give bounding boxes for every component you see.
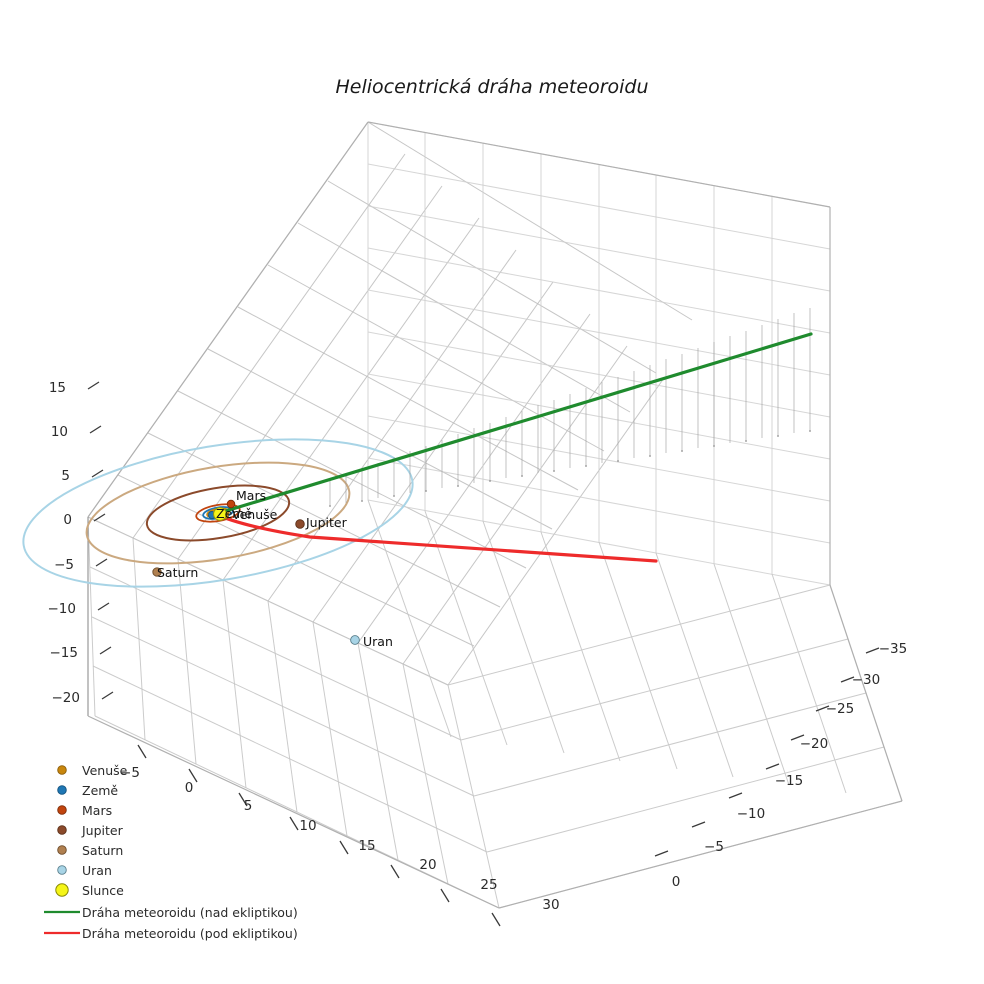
- legend-item-slunce[interactable]: Slunce: [55, 883, 124, 898]
- legend-item-zeme[interactable]: Země: [57, 783, 119, 798]
- axes-box-edges: [87, 121, 903, 909]
- axes-panes: [88, 122, 830, 628]
- legend-item-jupiter[interactable]: Jupiter: [57, 823, 124, 838]
- legend-item-venuse[interactable]: Venuše: [57, 763, 128, 778]
- legend-marker-saturn-icon: [57, 845, 67, 855]
- axis-y: 0 −5 −10 −15 −20 −25 −30 −35: [654, 641, 908, 890]
- z-tick-6: −15: [50, 645, 79, 661]
- y-tick-7: −35: [879, 641, 908, 657]
- y-tick-1: −5: [704, 839, 724, 855]
- x-tick-1: 0: [185, 780, 194, 796]
- axis-x: −5 0 5 10 15 20 25 30: [120, 744, 560, 927]
- legend-label-zeme: Země: [82, 783, 118, 798]
- legend-label-jupiter: Jupiter: [81, 823, 124, 838]
- grid-floor-depth: [87, 516, 500, 909]
- annotation-uran: Uran: [363, 634, 393, 649]
- legend: Venuše Země Mars Jupiter Saturn Uran: [44, 763, 298, 941]
- x-tick-0: −5: [120, 765, 140, 781]
- legend-label-venuse: Venuše: [82, 763, 128, 778]
- x-tick-5: 20: [419, 857, 436, 873]
- legend-label-saturn: Saturn: [82, 843, 123, 858]
- orbit-jupiter: [145, 484, 291, 542]
- y-tick-3: −15: [775, 773, 804, 789]
- page-title: Heliocentrická dráha meteoroidu: [335, 76, 648, 98]
- orbit-uran: [22, 438, 414, 588]
- legend-marker-mars-icon: [57, 805, 67, 815]
- legend-marker-slunce-icon: [55, 883, 69, 897]
- body-marker-saturn[interactable]: [152, 567, 162, 577]
- x-tick-4: 15: [358, 838, 375, 854]
- legend-label-trajectory-above: Dráha meteoroidu (nad ekliptikou): [82, 905, 298, 920]
- z-tick-1: 10: [51, 424, 68, 440]
- y-tick-6: −30: [852, 672, 881, 688]
- annotation-zeme: Země: [216, 506, 252, 521]
- annotation-jupiter: Jupiter: [305, 515, 348, 530]
- legend-label-mars: Mars: [82, 803, 112, 818]
- x-tick-6: 25: [480, 877, 497, 893]
- z-tick-4: −5: [54, 557, 74, 573]
- legend-item-mars[interactable]: Mars: [57, 803, 112, 818]
- grid-left-wall-horizontal: [87, 121, 693, 686]
- legend-marker-jupiter-icon: [57, 825, 67, 835]
- legend-marker-zeme-icon: [57, 785, 67, 795]
- legend-item-trajectory-above[interactable]: Dráha meteoroidu (nad ekliptikou): [44, 905, 298, 920]
- trajectory-drop-lines: [329, 308, 811, 506]
- legend-marker-uran-icon: [57, 865, 67, 875]
- body-marker-slunce[interactable]: [213, 507, 227, 521]
- z-tick-0: 15: [49, 380, 66, 396]
- annotation-saturn: Saturn: [157, 565, 198, 580]
- body-marker-mars[interactable]: [226, 499, 236, 509]
- x-tick-2: 5: [244, 798, 253, 814]
- x-tick-3: 10: [299, 818, 316, 834]
- legend-item-saturn[interactable]: Saturn: [57, 843, 124, 858]
- axis-z: 15 10 5 0 −5 −10 −15 −20: [48, 380, 114, 706]
- z-tick-7: −20: [52, 690, 81, 706]
- legend-item-trajectory-below[interactable]: Dráha meteoroidu (pod ekliptikou): [44, 926, 298, 941]
- orbit-mars: [195, 503, 241, 523]
- z-tick-5: −10: [48, 601, 77, 617]
- y-tick-5: −25: [826, 701, 855, 717]
- y-tick-4: −20: [800, 736, 829, 752]
- legend-label-uran: Uran: [82, 863, 112, 878]
- annotation-mars: Mars: [236, 488, 266, 503]
- body-marker-uran[interactable]: [350, 635, 360, 645]
- legend-item-uran[interactable]: Uran: [57, 863, 112, 878]
- y-tick-2: −10: [737, 806, 766, 822]
- y-tick-0: 0: [672, 874, 681, 890]
- legend-label-slunce: Slunce: [82, 883, 124, 898]
- x-tick-7: 30: [542, 897, 559, 913]
- legend-label-trajectory-below: Dráha meteoroidu (pod ekliptikou): [82, 926, 298, 941]
- z-tick-2: 5: [61, 468, 70, 484]
- trajectory-above-ecliptic: [217, 332, 813, 515]
- trajectory-drop-line-dots: [329, 430, 811, 507]
- annotation-venuse: Venuše: [232, 507, 278, 522]
- body-marker-jupiter[interactable]: [295, 519, 305, 529]
- orbit-saturn: [85, 461, 351, 565]
- z-tick-3: 0: [63, 512, 72, 528]
- legend-marker-venuse-icon: [57, 765, 67, 775]
